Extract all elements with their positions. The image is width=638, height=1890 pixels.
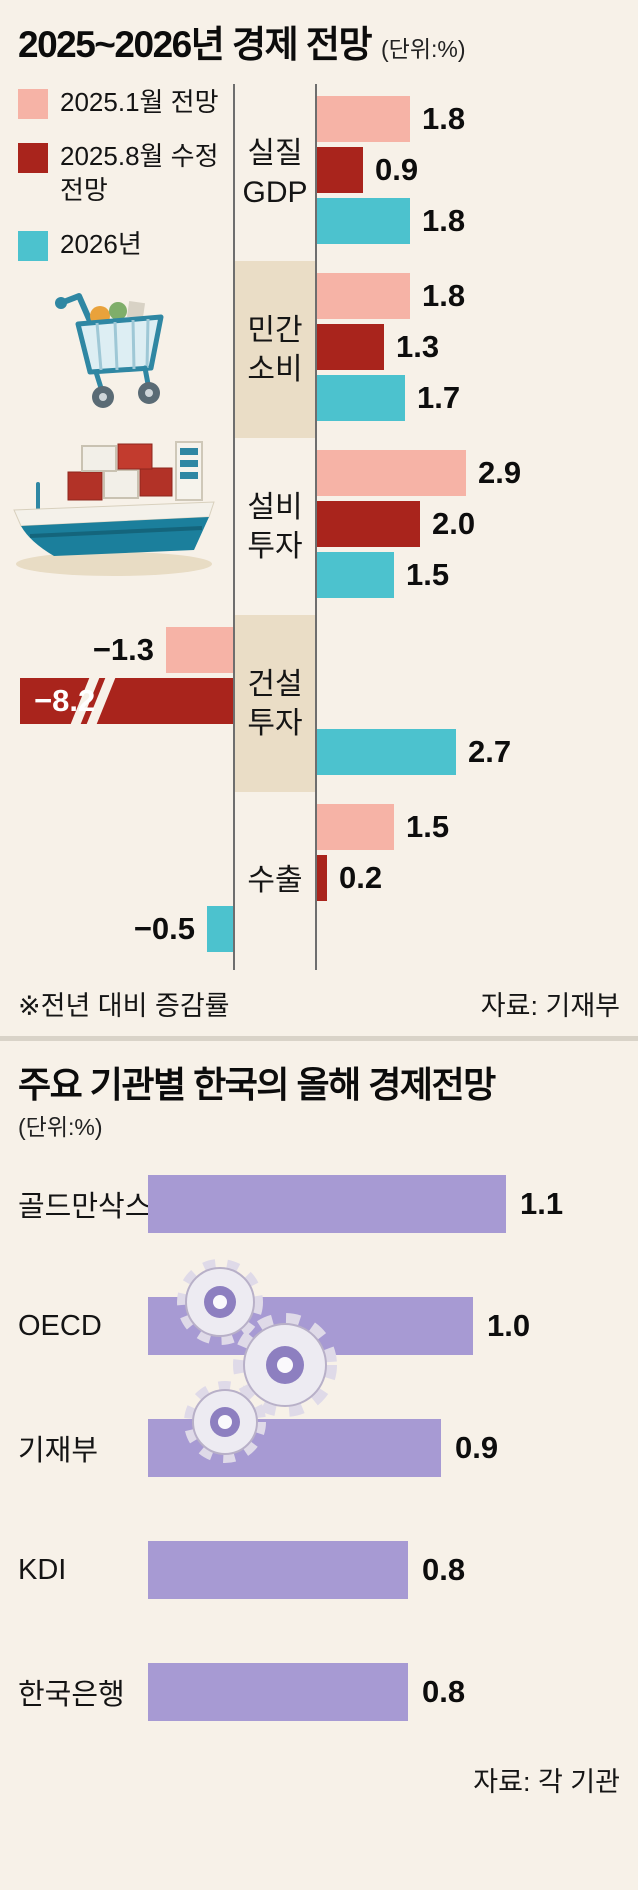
legend-label: 2025.1월 전망: [60, 87, 219, 117]
bar: [317, 198, 410, 244]
legend-label: 2026년: [60, 228, 142, 259]
bar-value-label: −1.3: [92, 632, 154, 667]
bar-value-label: 1.3: [396, 329, 440, 364]
legend-item: 2025.1월 전망: [18, 86, 226, 119]
chart2-source: 자료: 각 기관: [473, 1767, 620, 1797]
bar: [317, 450, 466, 496]
legend-swatch: [18, 230, 48, 261]
bar-value-label: 1.8: [422, 278, 466, 313]
category-group: 1.8 1.3 1.7 민간 소비: [0, 261, 638, 438]
bar: [20, 675, 233, 727]
chart1-title: 2025~2026년 경제 전망: [18, 24, 373, 65]
bar-value-label: 0.8: [422, 1552, 466, 1587]
bar-value-label: 2.7: [468, 734, 512, 769]
category-label: 설비 투자: [247, 490, 303, 563]
bar-value-label: 1.8: [422, 203, 466, 238]
chart1-header: 2025~2026년 경제 전망 (단위:%): [18, 14, 465, 68]
bar-value-label: 2.0: [432, 506, 476, 541]
category-group: −1.3 −8.2 2.7 건설 투자: [0, 615, 638, 792]
bar: [317, 324, 384, 370]
chart1-plot: 2025.1월 전망 2025.8월 수정 전망 2026년: [0, 84, 638, 970]
chart2-title: 주요 기관별 한국의 올해 경제전망: [18, 1064, 496, 1105]
bar-value-label: −8.2: [34, 683, 96, 718]
category-group: 1.8 0.9 1.8 실질 GDP: [0, 84, 638, 261]
bar: [317, 96, 410, 142]
bar-value-label: 1.8: [422, 101, 466, 136]
bar: [148, 1663, 408, 1721]
chart2-unit-label: (단위:%): [18, 1114, 103, 1140]
category-highlight-block: [235, 261, 315, 438]
category-group: 1.5 0.2 −0.5 수출: [0, 792, 638, 969]
bar-value-label: 1.5: [406, 557, 450, 592]
bar-value-label: 0.2: [339, 860, 383, 895]
bar-value-label: 1.5: [406, 809, 450, 844]
chart1-unit-label: (단위:%): [381, 36, 466, 62]
category-label: 민간 소비: [247, 313, 303, 386]
institution-row: 한국은행 0.8: [0, 1663, 638, 1721]
bar: [317, 273, 410, 319]
legend-swatch: [18, 89, 48, 119]
chart1-footer: ※전년 대비 증감률 자료: 기재부: [18, 984, 620, 1023]
institution-row: KDI 0.8: [0, 1541, 638, 1599]
cargo-ship-illustration: [13, 441, 215, 576]
chart1-source: 자료: 기재부: [480, 991, 620, 1021]
legend-item: 2026년: [18, 228, 226, 261]
bar-value-label: 1.7: [417, 380, 461, 415]
bar-value-label: 0.9: [455, 1430, 499, 1465]
legend-swatch: [18, 143, 48, 174]
gears-illustration: [177, 1259, 337, 1463]
bar-value-label: 0.9: [375, 152, 419, 187]
shopping-cart-illustration: [55, 293, 164, 408]
bar: [317, 147, 363, 193]
bar: [317, 855, 327, 901]
category-label: 건설 투자: [247, 667, 303, 740]
bar: [148, 1541, 408, 1599]
institution-row: 골드만삭스 1.1: [0, 1175, 638, 1233]
bar: [166, 627, 233, 673]
bar-value-label: 0.8: [422, 1674, 466, 1709]
bar: [317, 552, 394, 598]
bar-value-label: 2.9: [478, 455, 522, 490]
legend-item: 2025.8월 수정 전망: [18, 140, 226, 207]
category-label: 수출: [247, 864, 303, 897]
bar-value-label: 1.0: [487, 1308, 531, 1343]
bar: [148, 1175, 506, 1233]
category-label: 실질 GDP: [242, 136, 308, 209]
chart1-negative-baseline: [233, 84, 235, 970]
institution-label: OECD: [18, 1309, 102, 1342]
institution-label: 한국은행: [18, 1679, 125, 1711]
chart1-zero-baseline: [315, 84, 317, 970]
bar: [317, 501, 420, 547]
category-group: 2.9 2.0 1.5 설비 투자: [0, 438, 638, 615]
section-divider: [0, 1036, 638, 1041]
institution-label: 골드만삭스: [18, 1191, 152, 1223]
bar-value-label: 1.1: [520, 1186, 564, 1221]
category-highlight-block: [235, 615, 315, 792]
bar: [207, 906, 233, 952]
institution-label: 기재부: [18, 1435, 99, 1467]
institution-label: KDI: [18, 1553, 67, 1586]
chart1-footnote: ※전년 대비 증감률: [18, 991, 230, 1021]
chart1-legend: 2025.1월 전망 2025.8월 수정 전망 2026년: [18, 86, 226, 282]
bar-value-label: −0.5: [133, 911, 195, 946]
bar: [317, 729, 456, 775]
bar: [317, 375, 405, 421]
legend-label: 2025.8월 수정 전망: [60, 141, 219, 205]
bar: [317, 804, 394, 850]
